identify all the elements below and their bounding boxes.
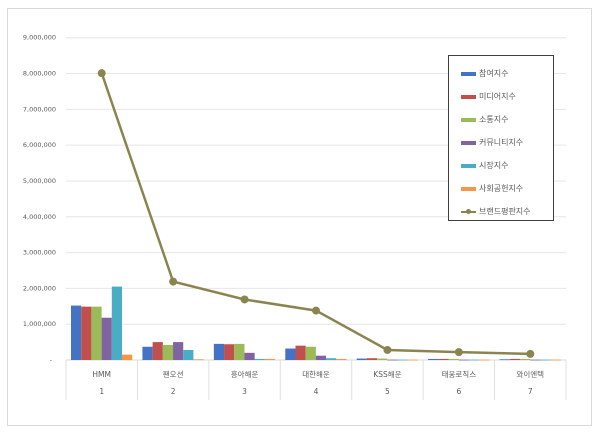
bar-2 <box>438 358 449 360</box>
category-number: 3 <box>242 387 247 396</box>
bar-6 <box>122 354 133 360</box>
bar-2 <box>81 306 92 360</box>
y-tick-label: 6,000,000 <box>23 141 56 149</box>
legend-item: 사회공헌지수 <box>461 177 553 200</box>
bar-5 <box>397 359 408 361</box>
bar-3 <box>377 358 388 360</box>
legend-item: 커뮤니티지수 <box>461 131 553 154</box>
bar-6 <box>193 359 204 361</box>
legend-item: 소통지수 <box>461 108 553 131</box>
legend-swatch <box>461 140 476 145</box>
bar-5 <box>183 349 194 360</box>
bar-1 <box>71 305 82 360</box>
line-point <box>97 69 106 78</box>
bar-4 <box>173 342 184 360</box>
bar-1 <box>285 348 296 360</box>
y-tick-label: 7,000,000 <box>23 105 56 113</box>
bar-4 <box>458 359 469 361</box>
category-label: 와이엔텍 <box>516 369 544 379</box>
bar-3 <box>305 346 316 360</box>
bar-6 <box>264 358 276 360</box>
category-label: 팬오션 <box>163 369 184 379</box>
bar-1 <box>142 346 153 360</box>
bar-4 <box>315 355 327 360</box>
bar-2 <box>152 342 163 360</box>
chart-frame <box>7 8 592 426</box>
legend-swatch <box>461 71 476 76</box>
legend-label: 브랜드평판지수 <box>479 207 531 216</box>
legend-swatch <box>461 163 476 168</box>
bar-5 <box>540 359 551 361</box>
bar-2 <box>224 344 235 360</box>
legend-label: 소통지수 <box>479 115 509 124</box>
legend-label: 미디어지수 <box>479 92 516 101</box>
line-point <box>454 348 463 357</box>
bar-4 <box>101 317 112 360</box>
category-number: 7 <box>528 387 533 396</box>
bar-1 <box>356 358 367 360</box>
bar-6 <box>479 359 490 361</box>
y-tick-label: 2,000,000 <box>23 284 56 292</box>
line-point <box>526 349 535 358</box>
y-tick-label: 1,000,000 <box>23 320 56 328</box>
line-point <box>383 345 392 354</box>
bar-4 <box>387 359 398 361</box>
bar-6 <box>336 358 347 360</box>
bar-1 <box>499 359 510 361</box>
bar-2 <box>509 358 520 360</box>
y-tick-label: 3,000,000 <box>23 249 56 257</box>
bar-5 <box>111 286 122 360</box>
bar-3 <box>519 358 531 360</box>
bar-6 <box>407 359 418 361</box>
bar-3 <box>448 358 459 360</box>
legend-label: 시장지수 <box>479 161 509 170</box>
legend-item: 시장지수 <box>461 154 553 177</box>
bar-6 <box>550 359 561 361</box>
bar-4 <box>530 359 541 361</box>
line-point <box>312 306 320 315</box>
legend-label: 사회공헌지수 <box>479 184 524 193</box>
legend-item: 미디어지수 <box>461 85 553 108</box>
bar-2 <box>295 345 306 360</box>
legend-line-marker-icon <box>461 208 476 214</box>
category-label: 대한해운 <box>302 369 330 379</box>
bar-3 <box>91 306 102 360</box>
legend-item: 참여지수 <box>461 62 553 85</box>
category-number: 1 <box>99 387 104 396</box>
category-number: 6 <box>456 387 461 396</box>
bar-5 <box>254 358 265 360</box>
y-tick-label: 5,000,000 <box>23 177 56 185</box>
y-tick-label: 4,000,000 <box>23 213 56 221</box>
legend-label: 커뮤니티지수 <box>479 138 524 147</box>
legend-label: 참여지수 <box>479 69 509 78</box>
category-label: KSS해운 <box>373 369 401 379</box>
line-point <box>240 295 249 304</box>
bar-3 <box>234 343 245 360</box>
y-tick-label: 8,000,000 <box>23 70 56 78</box>
bar-5 <box>468 359 480 361</box>
category-number: 2 <box>171 387 176 396</box>
bar-5 <box>326 358 337 360</box>
legend-item: 브랜드평판지수 <box>461 200 553 223</box>
legend-swatch <box>461 94 476 99</box>
category-label: HMM <box>92 370 111 379</box>
legend-swatch <box>461 186 476 191</box>
category-number: 5 <box>385 387 390 396</box>
bar-4 <box>244 352 255 360</box>
bar-1 <box>428 358 439 360</box>
bar-3 <box>162 344 174 360</box>
bar-1 <box>213 343 225 360</box>
line-point <box>169 277 178 286</box>
category-number: 4 <box>314 387 319 396</box>
legend-swatch <box>461 117 476 122</box>
category-label: 흥아해운 <box>231 369 259 379</box>
category-label: 태웅로직스 <box>442 369 477 379</box>
y-tick-label: - <box>50 356 53 364</box>
bar-2 <box>366 358 378 360</box>
y-tick-label: 9,000,000 <box>23 34 56 42</box>
